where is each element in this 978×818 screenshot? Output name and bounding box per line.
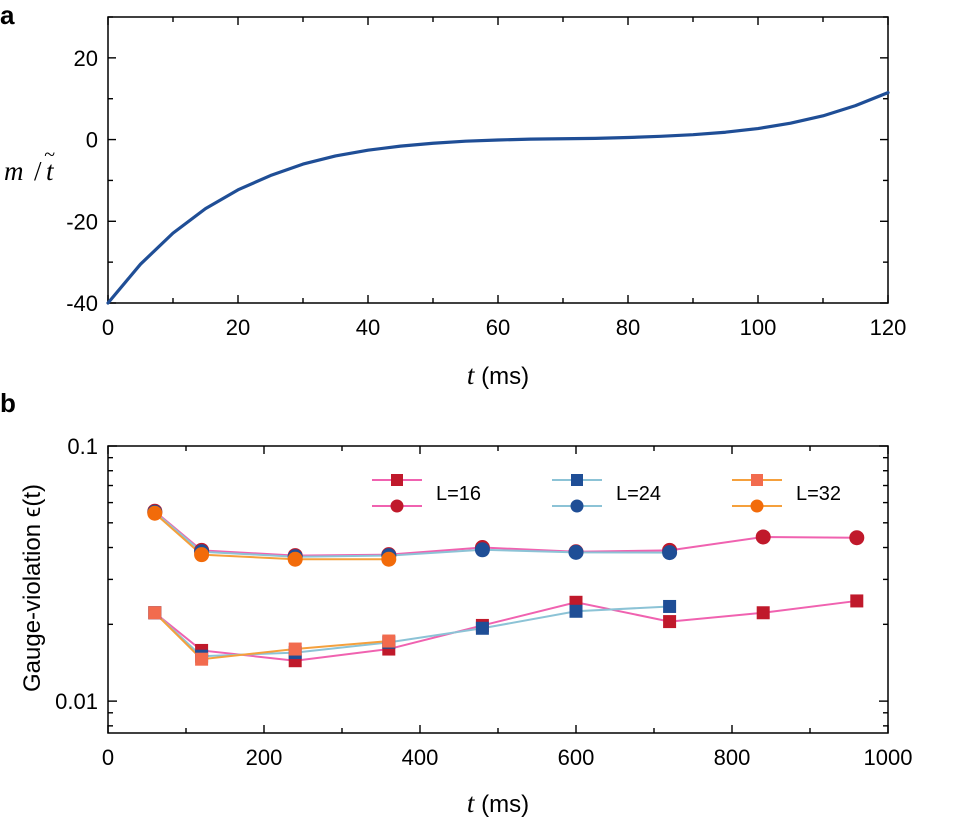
- data-point-square: [475, 621, 489, 635]
- data-point-square: [663, 599, 677, 613]
- panel-a-ylabel: m / t ~: [4, 144, 55, 186]
- data-point-circle: [662, 545, 678, 561]
- data-point-square: [148, 606, 162, 620]
- panel-b-xlabel-unit: (ms): [474, 791, 529, 818]
- data-point-circle: [755, 529, 771, 545]
- y-tick-label: -40: [66, 291, 98, 316]
- data-point-square: [288, 642, 302, 656]
- legend-marker-square: [571, 474, 583, 486]
- x-tick-label: 80: [616, 315, 640, 340]
- x-tick-label: 0: [102, 745, 114, 770]
- data-point-circle: [849, 530, 865, 546]
- legend-marker-circle: [390, 499, 404, 513]
- x-tick-label: 800: [714, 745, 751, 770]
- panel-a-ylabel-slash: /: [34, 156, 42, 186]
- legend-marker-circle: [750, 499, 764, 513]
- series-line-m-over-t: [106, 90, 890, 305]
- series-line: [154, 511, 670, 558]
- data-point-circle: [194, 547, 210, 563]
- x-tick-label: 100: [740, 315, 777, 340]
- series-line: [154, 599, 857, 662]
- series-line: [154, 605, 670, 658]
- legend-label: L=16: [436, 483, 481, 505]
- y-tick-label: 0.1: [67, 434, 98, 459]
- panel-b-xlabel-var: t: [467, 788, 476, 818]
- panel-a-ylabel-tilde: ~: [44, 144, 55, 166]
- data-point-circle: [287, 551, 303, 567]
- panel-b-legend: L=16 L=24 L=32: [372, 474, 841, 513]
- x-tick-label: 200: [246, 745, 283, 770]
- data-point-square: [663, 615, 677, 629]
- series-line: [154, 510, 857, 557]
- x-tick-label: 1000: [864, 745, 913, 770]
- panel-b-xlabel: t (ms): [467, 788, 529, 818]
- x-tick-label: 600: [558, 745, 595, 770]
- legend-marker-square: [391, 474, 403, 486]
- panel-a-ylabel-m: m: [4, 156, 24, 186]
- data-point-square: [756, 606, 770, 620]
- data-point-circle: [147, 505, 163, 521]
- x-tick-label: 400: [402, 745, 439, 770]
- panel-a-frame: [107, 16, 889, 304]
- panel-b-frame: [107, 445, 889, 734]
- x-tick-label: 20: [226, 315, 250, 340]
- panel-b-ticks: 0 200 400 600 800 1000 0.01 0.1: [55, 434, 912, 770]
- data-point-square: [850, 594, 864, 608]
- x-tick-label: 60: [486, 315, 510, 340]
- data-point-circle: [474, 542, 490, 558]
- series-line: [154, 612, 389, 661]
- panel-a-ylabel-t: t: [46, 156, 55, 186]
- legend-marker-circle: [570, 499, 584, 513]
- panel-a-label: a: [0, 0, 15, 30]
- x-tick-label: 120: [870, 315, 907, 340]
- panel-b-series: [147, 503, 865, 668]
- data-point-square: [195, 652, 209, 666]
- x-tick-label: 0: [102, 315, 114, 340]
- y-tick-label: 0.01: [55, 689, 98, 714]
- x-tick-label: 40: [356, 315, 380, 340]
- series-line: [154, 512, 389, 561]
- panel-a-xlabel: t (ms): [467, 360, 529, 390]
- data-point-square: [569, 604, 583, 618]
- panel-a-xlabel-var: t: [467, 360, 476, 390]
- panel-b-ylabel: Gauge-violation ϵ(t): [19, 484, 46, 692]
- panel-a-series: [106, 90, 890, 305]
- panel-a-xlabel-unit: (ms): [474, 363, 529, 390]
- data-point-circle: [381, 551, 397, 567]
- y-tick-label: 0: [86, 128, 98, 153]
- data-point-square: [382, 634, 396, 648]
- y-tick-label: 20: [74, 46, 98, 71]
- panel-a-ticks: 0 20 40 60 80 100 120 -40 -20 0 20: [66, 16, 907, 340]
- data-point-circle: [568, 544, 584, 560]
- legend-label: L=32: [796, 483, 841, 505]
- legend-marker-square: [751, 474, 763, 486]
- legend-label: L=24: [616, 483, 661, 505]
- panel-a: a 0 20 40 60 80 100 120 -40 -20 0 20 t (ms) m / t …: [0, 0, 906, 390]
- panel-b-label: b: [0, 388, 16, 418]
- y-tick-label: -20: [66, 209, 98, 234]
